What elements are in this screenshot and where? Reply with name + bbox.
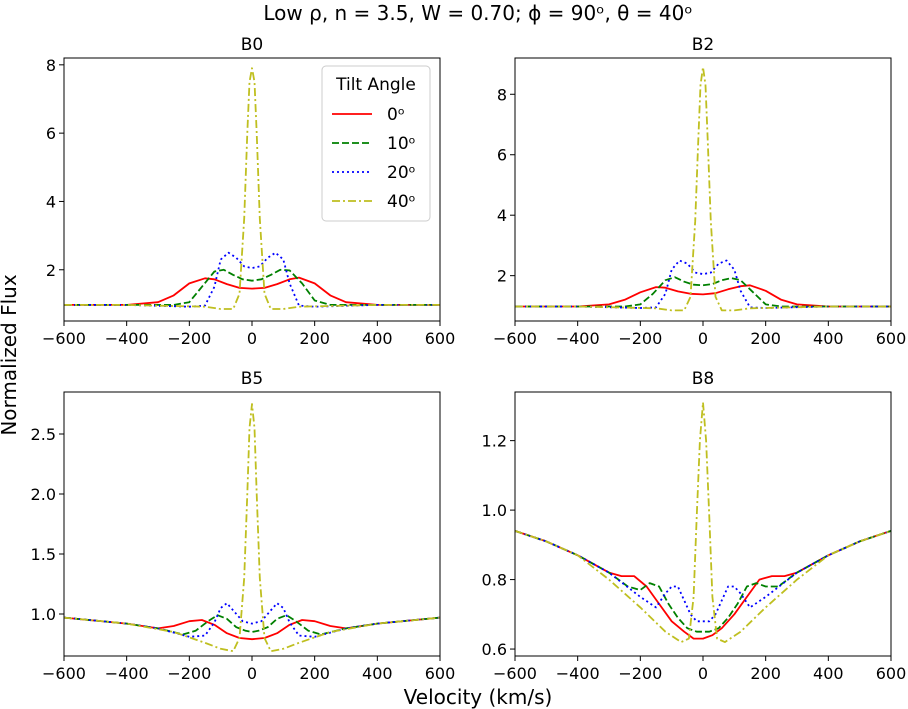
- legend-title: Tilt Angle: [335, 75, 416, 95]
- series-line-dashed: [515, 276, 891, 308]
- x-tick-label: 400: [362, 329, 393, 348]
- series-line-dotted: [515, 259, 891, 309]
- y-axis-label: Normalized Flux: [0, 274, 21, 436]
- x-tick-label: −400: [105, 664, 149, 683]
- series-group: [515, 401, 891, 643]
- x-tick-label: −200: [167, 664, 211, 683]
- series-line-solid: [515, 530, 891, 640]
- x-tick-label: 0: [698, 329, 708, 348]
- series-line-dashdot: [64, 67, 440, 310]
- y-tick-label: 2: [497, 267, 507, 286]
- x-tick-label: −400: [556, 329, 600, 348]
- x-tick-label: 400: [813, 664, 844, 683]
- legend-entry: 0ᵒ: [387, 105, 405, 125]
- panel-B8: −600 −400 −200 0 200 400 600 0.6 0.8 1.0 1.2 B8: [482, 369, 907, 683]
- y-tick-label: 0.8: [482, 571, 507, 590]
- x-tick-label: 600: [425, 329, 456, 348]
- series-group: [64, 67, 440, 310]
- x-tick-label: 0: [247, 329, 257, 348]
- x-tick-label: 600: [876, 664, 907, 683]
- x-tick-label: −400: [105, 329, 149, 348]
- x-tick-label: 200: [299, 329, 330, 348]
- x-tick-label: 0: [698, 664, 708, 683]
- series-line-dotted: [64, 251, 440, 308]
- y-tick-label: 8: [46, 56, 56, 75]
- x-tick-label: −600: [493, 664, 537, 683]
- series-line-dashed: [64, 268, 440, 306]
- series-line-dashdot: [64, 403, 440, 653]
- legend-entry: 40ᵒ: [387, 192, 416, 212]
- panel-B5: −600 −400 −200 0 200 400 600 1.0 1.5 2.0 2.5 B5: [31, 369, 456, 683]
- y-tick-label: 1.0: [482, 501, 507, 520]
- y-tick-label: 2.0: [31, 485, 56, 504]
- series-line-dashdot: [515, 401, 891, 643]
- series-group: [515, 66, 891, 312]
- x-tick-label: −600: [42, 329, 86, 348]
- x-tick-label: −400: [556, 664, 600, 683]
- x-tick-label: −200: [167, 329, 211, 348]
- x-tick-label: 0: [247, 664, 257, 683]
- series-line-dashdot: [515, 66, 891, 312]
- panel-title: B2: [692, 35, 714, 55]
- y-tick-label: 6: [46, 124, 56, 143]
- panel-title: B0: [241, 35, 263, 55]
- legend-entry: 20ᵒ: [387, 163, 416, 183]
- series-line-solid: [64, 276, 440, 306]
- series-line-dashed: [64, 614, 440, 636]
- y-tick-label: 2.5: [31, 425, 56, 444]
- series-line-solid: [515, 284, 891, 308]
- y-tick-label: 1.0: [31, 605, 56, 624]
- y-tick-label: 4: [497, 206, 507, 225]
- x-tick-label: −600: [493, 329, 537, 348]
- x-tick-label: 600: [425, 664, 456, 683]
- series-line-solid: [64, 616, 440, 641]
- panel-title: B8: [692, 369, 714, 389]
- x-tick-label: 600: [876, 329, 907, 348]
- legend: Tilt Angle 0ᵒ 10ᵒ 20ᵒ 40ᵒ: [321, 65, 431, 222]
- y-tick-label: 0.6: [482, 640, 507, 659]
- y-tick-label: 8: [497, 85, 507, 104]
- panel-B2: −600 −400 −200 0 200 400 600 2 4 6 8 B2: [493, 35, 906, 348]
- x-tick-label: −600: [42, 664, 86, 683]
- x-tick-label: 200: [750, 329, 781, 348]
- x-tick-label: 400: [362, 664, 393, 683]
- series-line-dotted: [64, 602, 440, 638]
- series-line-dotted: [515, 530, 891, 623]
- panel-B0: −600 −400 −200 0 200 400 600 2 4 6 8 B0: [42, 35, 455, 348]
- panel-title: B5: [241, 369, 263, 389]
- x-tick-label: 200: [299, 664, 330, 683]
- y-tick-label: 6: [497, 146, 507, 165]
- y-tick-label: 1.5: [31, 545, 56, 564]
- x-axis-label: Velocity (km/s): [404, 685, 553, 709]
- y-tick-label: 4: [46, 192, 56, 211]
- legend-entry: 10ᵒ: [387, 134, 416, 154]
- series-group: [64, 403, 440, 653]
- legend-box: [321, 65, 431, 222]
- x-tick-label: 400: [813, 329, 844, 348]
- figure-title: Low ρ, n = 3.5, W = 0.70; ϕ = 90ᵒ, θ = 4…: [263, 1, 692, 25]
- x-tick-label: 200: [750, 664, 781, 683]
- y-tick-label: 1.2: [482, 432, 507, 451]
- x-tick-label: −200: [618, 329, 662, 348]
- x-tick-label: −200: [618, 664, 662, 683]
- y-tick-label: 2: [46, 261, 56, 280]
